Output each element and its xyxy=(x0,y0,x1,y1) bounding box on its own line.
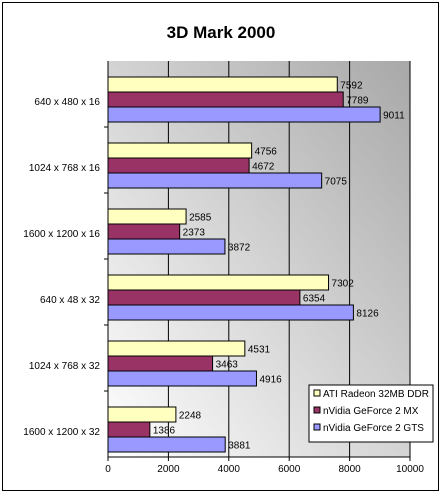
bar xyxy=(107,208,187,225)
data-label: 8126 xyxy=(356,309,379,320)
data-label: 2373 xyxy=(183,228,206,239)
bar xyxy=(107,370,257,387)
data-label: 4672 xyxy=(252,162,275,173)
data-label: 7075 xyxy=(325,177,348,188)
data-label: 7302 xyxy=(332,279,355,290)
legend-swatch xyxy=(313,406,321,414)
data-label: 2248 xyxy=(179,411,202,422)
bar xyxy=(107,91,344,108)
data-label: 4916 xyxy=(259,375,282,386)
category-label: 1600 x 1200 x 32 xyxy=(23,427,100,438)
axes: 0 2000 4000 6000 8000 10000 640 x 480 x 16 1024… xyxy=(23,61,424,475)
category-label: 640 x 48 x 32 xyxy=(40,295,100,306)
bar xyxy=(107,274,330,291)
x-tick-label: 4000 xyxy=(218,464,241,475)
bar xyxy=(107,142,253,159)
legend-label: nVidia GeForce 2 GTS xyxy=(323,423,424,434)
data-label: 4531 xyxy=(248,345,271,356)
bar xyxy=(107,421,151,438)
data-label: 3872 xyxy=(228,243,251,254)
data-label: 4756 xyxy=(255,147,278,158)
category-label: 1024 x 768 x 32 xyxy=(29,361,101,372)
bar xyxy=(107,76,338,93)
legend: ATI Radeon 32MB DDR nVidia GeForce 2 MX nV… xyxy=(308,384,434,443)
bar xyxy=(107,106,381,123)
category-label: 640 x 480 x 16 xyxy=(34,97,100,108)
bar xyxy=(107,172,323,189)
bar xyxy=(107,340,246,357)
bar-series: 7592 7789 9011 4756 4672 7075 2585 2373 3872 7302… xyxy=(107,76,405,453)
legend-label: ATI Radeon 32MB DDR xyxy=(323,389,429,400)
x-tick-label: 10000 xyxy=(396,464,424,475)
x-tick-label: 8000 xyxy=(338,464,361,475)
data-label: 3881 xyxy=(228,441,251,452)
data-label: 7592 xyxy=(340,81,363,92)
chart-title: 3D Mark 2000 xyxy=(167,23,276,42)
data-label: 7789 xyxy=(346,96,369,107)
bar xyxy=(107,436,226,453)
legend-swatch xyxy=(313,423,321,431)
x-tick-label: 6000 xyxy=(278,464,301,475)
bar xyxy=(107,355,214,372)
data-label: 9011 xyxy=(383,111,405,122)
bar xyxy=(107,406,177,423)
category-label: 1600 x 1200 x 16 xyxy=(23,229,100,240)
data-label: 1386 xyxy=(153,426,176,437)
legend-box xyxy=(308,384,434,443)
bar xyxy=(107,223,181,240)
data-label: 6354 xyxy=(303,294,326,305)
legend-label: nVidia GeForce 2 MX xyxy=(323,406,419,417)
category-label: 1024 x 768 x 16 xyxy=(29,163,101,174)
bar xyxy=(107,304,354,321)
data-label: 3463 xyxy=(216,360,239,371)
bar xyxy=(107,238,226,255)
data-label: 2585 xyxy=(189,213,212,224)
x-tick-label: 0 xyxy=(105,464,111,475)
bar xyxy=(107,289,301,306)
x-tick-label: 2000 xyxy=(157,464,180,475)
bar xyxy=(107,157,250,174)
legend-swatch xyxy=(313,389,321,397)
